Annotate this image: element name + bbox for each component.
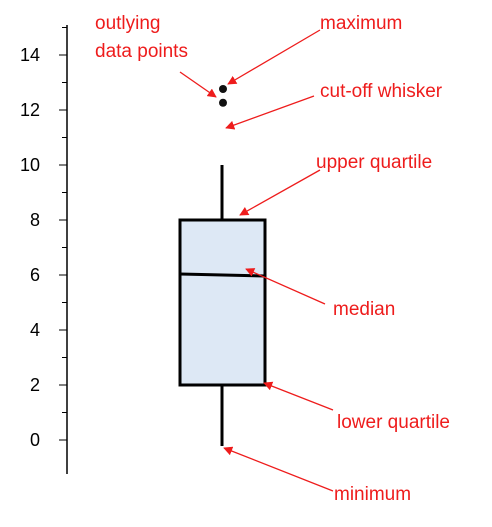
label-upper-quartile: upper quartile — [316, 152, 432, 173]
y-tick-label: 4 — [30, 320, 40, 340]
y-tick-label: 0 — [30, 430, 40, 450]
y-tick-label: 8 — [30, 210, 40, 230]
label-median: median — [333, 299, 395, 320]
arrow-lower-quartile — [263, 381, 334, 411]
arrow-upper-quartile — [239, 169, 321, 216]
arrow-cutoff-whisker — [225, 95, 315, 130]
arrow-maximum — [227, 29, 321, 85]
boxplot — [178, 85, 267, 446]
y-tick-label: 2 — [30, 375, 40, 395]
y-tick-label: 6 — [30, 265, 40, 285]
callout-arrows — [179, 29, 334, 492]
label-minimum: minimum — [334, 484, 411, 505]
arrow-minimum — [223, 446, 334, 492]
y-tick-label: 10 — [20, 155, 40, 175]
median-line — [179, 272, 266, 278]
outlier-point — [219, 98, 227, 107]
y-tick-label: 12 — [20, 100, 40, 120]
arrow-outliers — [179, 71, 217, 98]
label-lower-quartile: lower quartile — [337, 412, 450, 433]
label-outliers-line2: data points — [95, 41, 188, 62]
y-tick-label: 14 — [20, 45, 40, 65]
callout-labels: outlying data points maximum cut-off whi… — [95, 13, 450, 505]
interquartile-box — [178, 218, 267, 387]
y-axis: 0 2 4 6 8 10 12 14 — [20, 25, 68, 474]
arrow-median — [245, 268, 326, 305]
outlier-point — [219, 85, 227, 93]
label-outliers-line1: outlying — [95, 13, 161, 34]
label-cutoff-whisker: cut-off whisker — [320, 81, 443, 102]
label-maximum: maximum — [320, 13, 402, 34]
